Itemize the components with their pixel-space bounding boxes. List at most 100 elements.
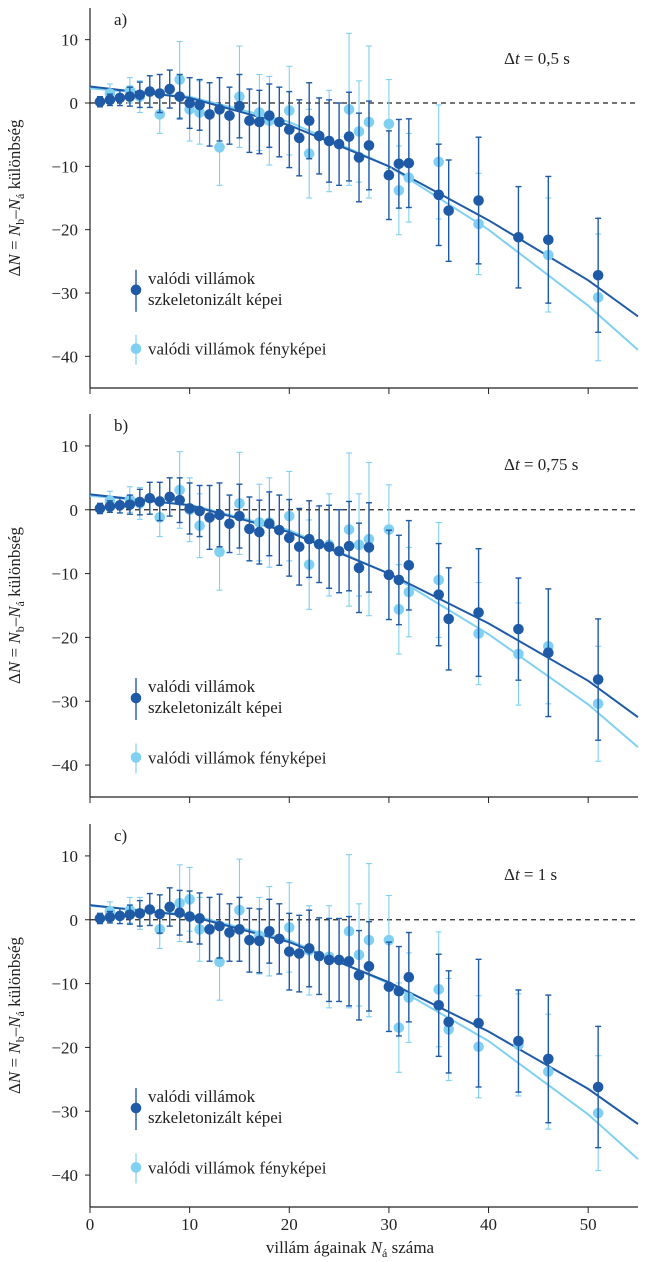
data-point [224,518,235,530]
data-point [204,512,215,523]
data-point [543,234,554,246]
data-point [343,955,355,967]
data-point [264,518,275,530]
data-point [303,533,315,545]
legend-dark-label-line2: szkeletonizált képei [148,290,283,309]
data-point [244,115,255,127]
data-point [403,157,415,169]
y-tick-label: −40 [51,756,78,775]
data-point [154,88,166,99]
data-point [124,499,136,510]
legend: valódi villámok szkeletonizált képei valód… [130,269,327,365]
y-tick-label: 0 [70,94,79,113]
data-point [234,924,245,935]
chart-panel-1: 10 0 −10 −20 −30 −40 ΔN = Nb–Ná különbség a) Δt … [5,8,639,394]
data-point [104,911,116,923]
legend-light-label: valódi villámok fényképei [148,748,327,767]
x-tick-label: 20 [281,1215,298,1234]
data-point [443,205,454,216]
data-point [363,961,375,972]
data-point [343,131,355,142]
data-point [383,981,395,993]
y-tick-label: −20 [51,221,78,240]
data-point [353,969,365,981]
x-tick-label: 40 [480,1215,497,1234]
data-point [274,933,285,945]
panel-label: a) [114,10,127,29]
data-point [134,496,146,508]
legend-dark-label-line2: szkeletonizált képei [148,1108,283,1127]
x-tick-label: 30 [380,1215,397,1234]
data-point [274,524,285,536]
data-point [383,569,395,581]
data-point [592,674,604,685]
delta-t-annotation: Δt = 0,75 s [504,455,578,474]
data-point [174,91,185,102]
data-point [214,546,225,558]
panel-label: c) [114,826,127,845]
data-point [94,96,106,108]
legend-dark-marker [130,284,142,296]
data-point [473,607,484,618]
data-point [244,523,255,535]
data-point [353,562,365,574]
legend: valódi villámok szkeletonizált képei valód… [130,1087,327,1184]
data-point [473,195,484,206]
data-point [114,92,126,104]
y-tick-label: −10 [51,565,78,584]
data-point [144,492,156,504]
data-point [204,924,215,935]
x-tick-label: 0 [86,1215,95,1234]
data-point [333,954,345,966]
legend-light-marker [130,343,142,355]
data-point [363,542,375,553]
x-tick-label: 50 [580,1215,597,1234]
data-point [184,911,195,922]
data-point [224,110,235,121]
y-tick-label: −40 [51,1166,78,1185]
data-point [194,99,205,111]
data-point [303,943,315,954]
y-tick-label: −30 [51,692,78,711]
data-point [244,934,255,946]
data-point [383,118,395,130]
legend-dark-marker [130,692,142,704]
data-point [174,494,185,506]
data-point [393,574,405,586]
delta-t-annotation: Δt = 0,5 s [504,49,570,68]
x-tick-label: 10 [181,1215,198,1234]
data-point [473,1017,484,1029]
data-point [234,510,245,522]
data-point [443,613,454,625]
legend-light-marker [130,752,142,763]
data-point [433,589,445,600]
chart-panel-2: 10 0 −10 −20 −30 −40 ΔN = Nb–Ná különbség b) Δt … [5,414,639,803]
legend-light-label: valódi villámok fényképei [148,340,327,359]
data-point [393,158,405,170]
y-tick-label: −20 [51,628,78,647]
data-point [154,496,166,507]
data-point [592,269,604,281]
data-point [283,946,295,957]
data-point [134,89,146,101]
data-point [264,925,275,937]
data-point [164,491,176,503]
legend-dark-label-line1: valódi villámok [148,677,256,696]
delta-t-annotation: Δt = 1 s [504,865,557,884]
data-point [293,541,305,553]
data-point [234,100,245,112]
legend: valódi villámok szkeletonizált képei valód… [130,677,327,774]
series-dark [94,477,604,741]
y-tick-label: −40 [51,347,78,366]
y-axis-title: ΔN = Nb–Ná különbség [5,936,27,1094]
data-point [353,152,365,163]
data-point [433,189,445,201]
y-tick-label: 0 [70,501,79,520]
data-point [214,142,225,153]
data-point [433,999,445,1011]
data-point [403,559,415,571]
data-point [343,540,355,552]
data-point [94,913,106,924]
legend-light-label: valódi villámok fényképei [148,1158,327,1177]
